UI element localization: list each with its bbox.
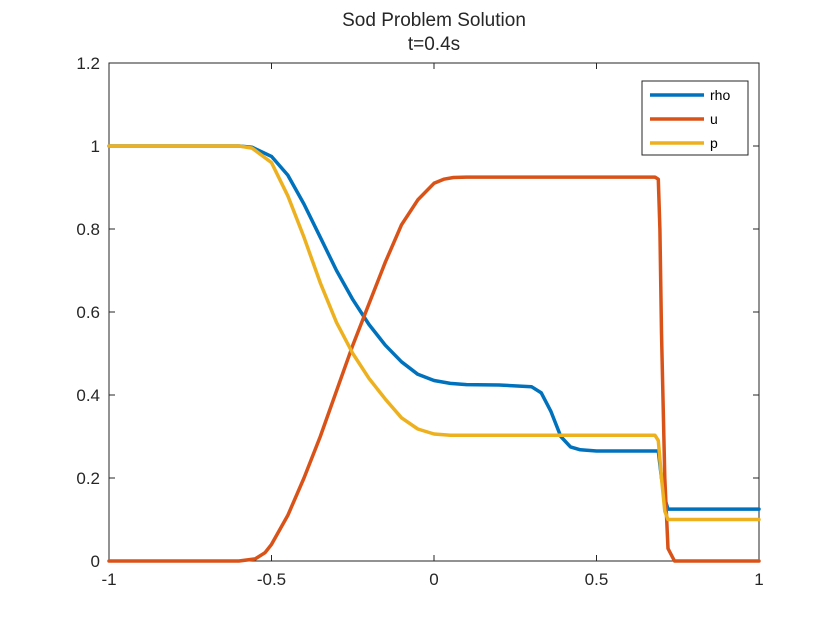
legend-label-u: u [710, 111, 718, 127]
y-tick-label: 0.8 [76, 220, 100, 239]
plot-axes: -1 -0.5 0 0.5 1 0 0.2 0.4 0.6 0.8 1 1.2 [76, 54, 763, 589]
series-layer [107, 144, 761, 563]
legend-label-rho: rho [710, 87, 730, 103]
y-tick-label: 0.6 [76, 303, 100, 322]
y-tick-label: 1 [91, 137, 100, 156]
x-tick-label: 0 [429, 570, 438, 589]
legend: rho up [641, 80, 749, 156]
legend-label-p: p [710, 135, 718, 151]
series-line-p [107, 144, 761, 522]
x-tick-label: -0.5 [257, 570, 286, 589]
chart-subtitle: t=0.4s [408, 34, 460, 55]
chart-title: Sod Problem Solution [342, 10, 526, 31]
y-tick-label: 1.2 [76, 54, 100, 73]
x-tick-label: -1 [101, 570, 116, 589]
y-tick-label: 0.4 [76, 386, 100, 405]
x-tick-label: 0.5 [585, 570, 609, 589]
y-tick-label: 0.2 [76, 469, 100, 488]
x-tick-label: 1 [754, 570, 763, 589]
series-line-u [107, 175, 761, 563]
y-tick-label: 0 [91, 552, 100, 571]
